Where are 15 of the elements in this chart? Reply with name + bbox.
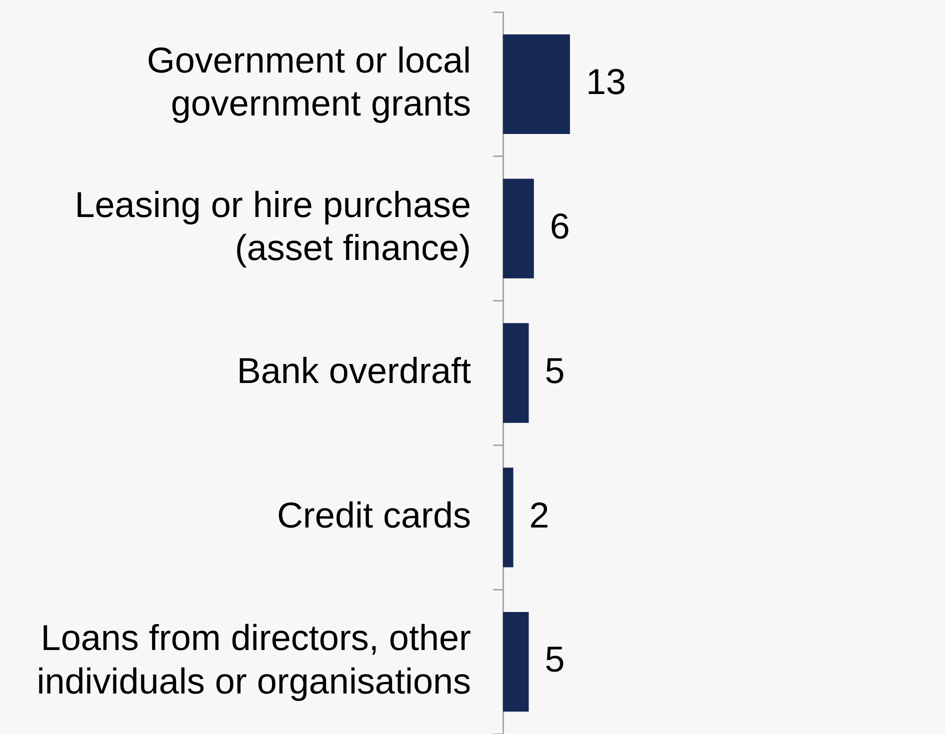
bar <box>503 468 514 568</box>
data-label: 6 <box>550 206 570 247</box>
bar <box>503 178 534 278</box>
y-tick-label: Government or local government grants <box>146 40 471 124</box>
bar <box>503 34 570 134</box>
bar <box>503 323 529 423</box>
data-label: 2 <box>529 494 550 536</box>
y-tick-label: Credit cards <box>276 494 471 536</box>
data-label: 13 <box>586 61 626 102</box>
data-label: 5 <box>544 350 565 391</box>
bar <box>503 612 529 712</box>
data-label: 5 <box>544 638 565 680</box>
y-tick-label: Leasing or hire purchase (asset finance) <box>74 184 471 268</box>
y-tick-label: Bank overdraft <box>236 350 471 391</box>
y-tick-label: Loans from directors, other individuals or organisations <box>36 617 471 702</box>
